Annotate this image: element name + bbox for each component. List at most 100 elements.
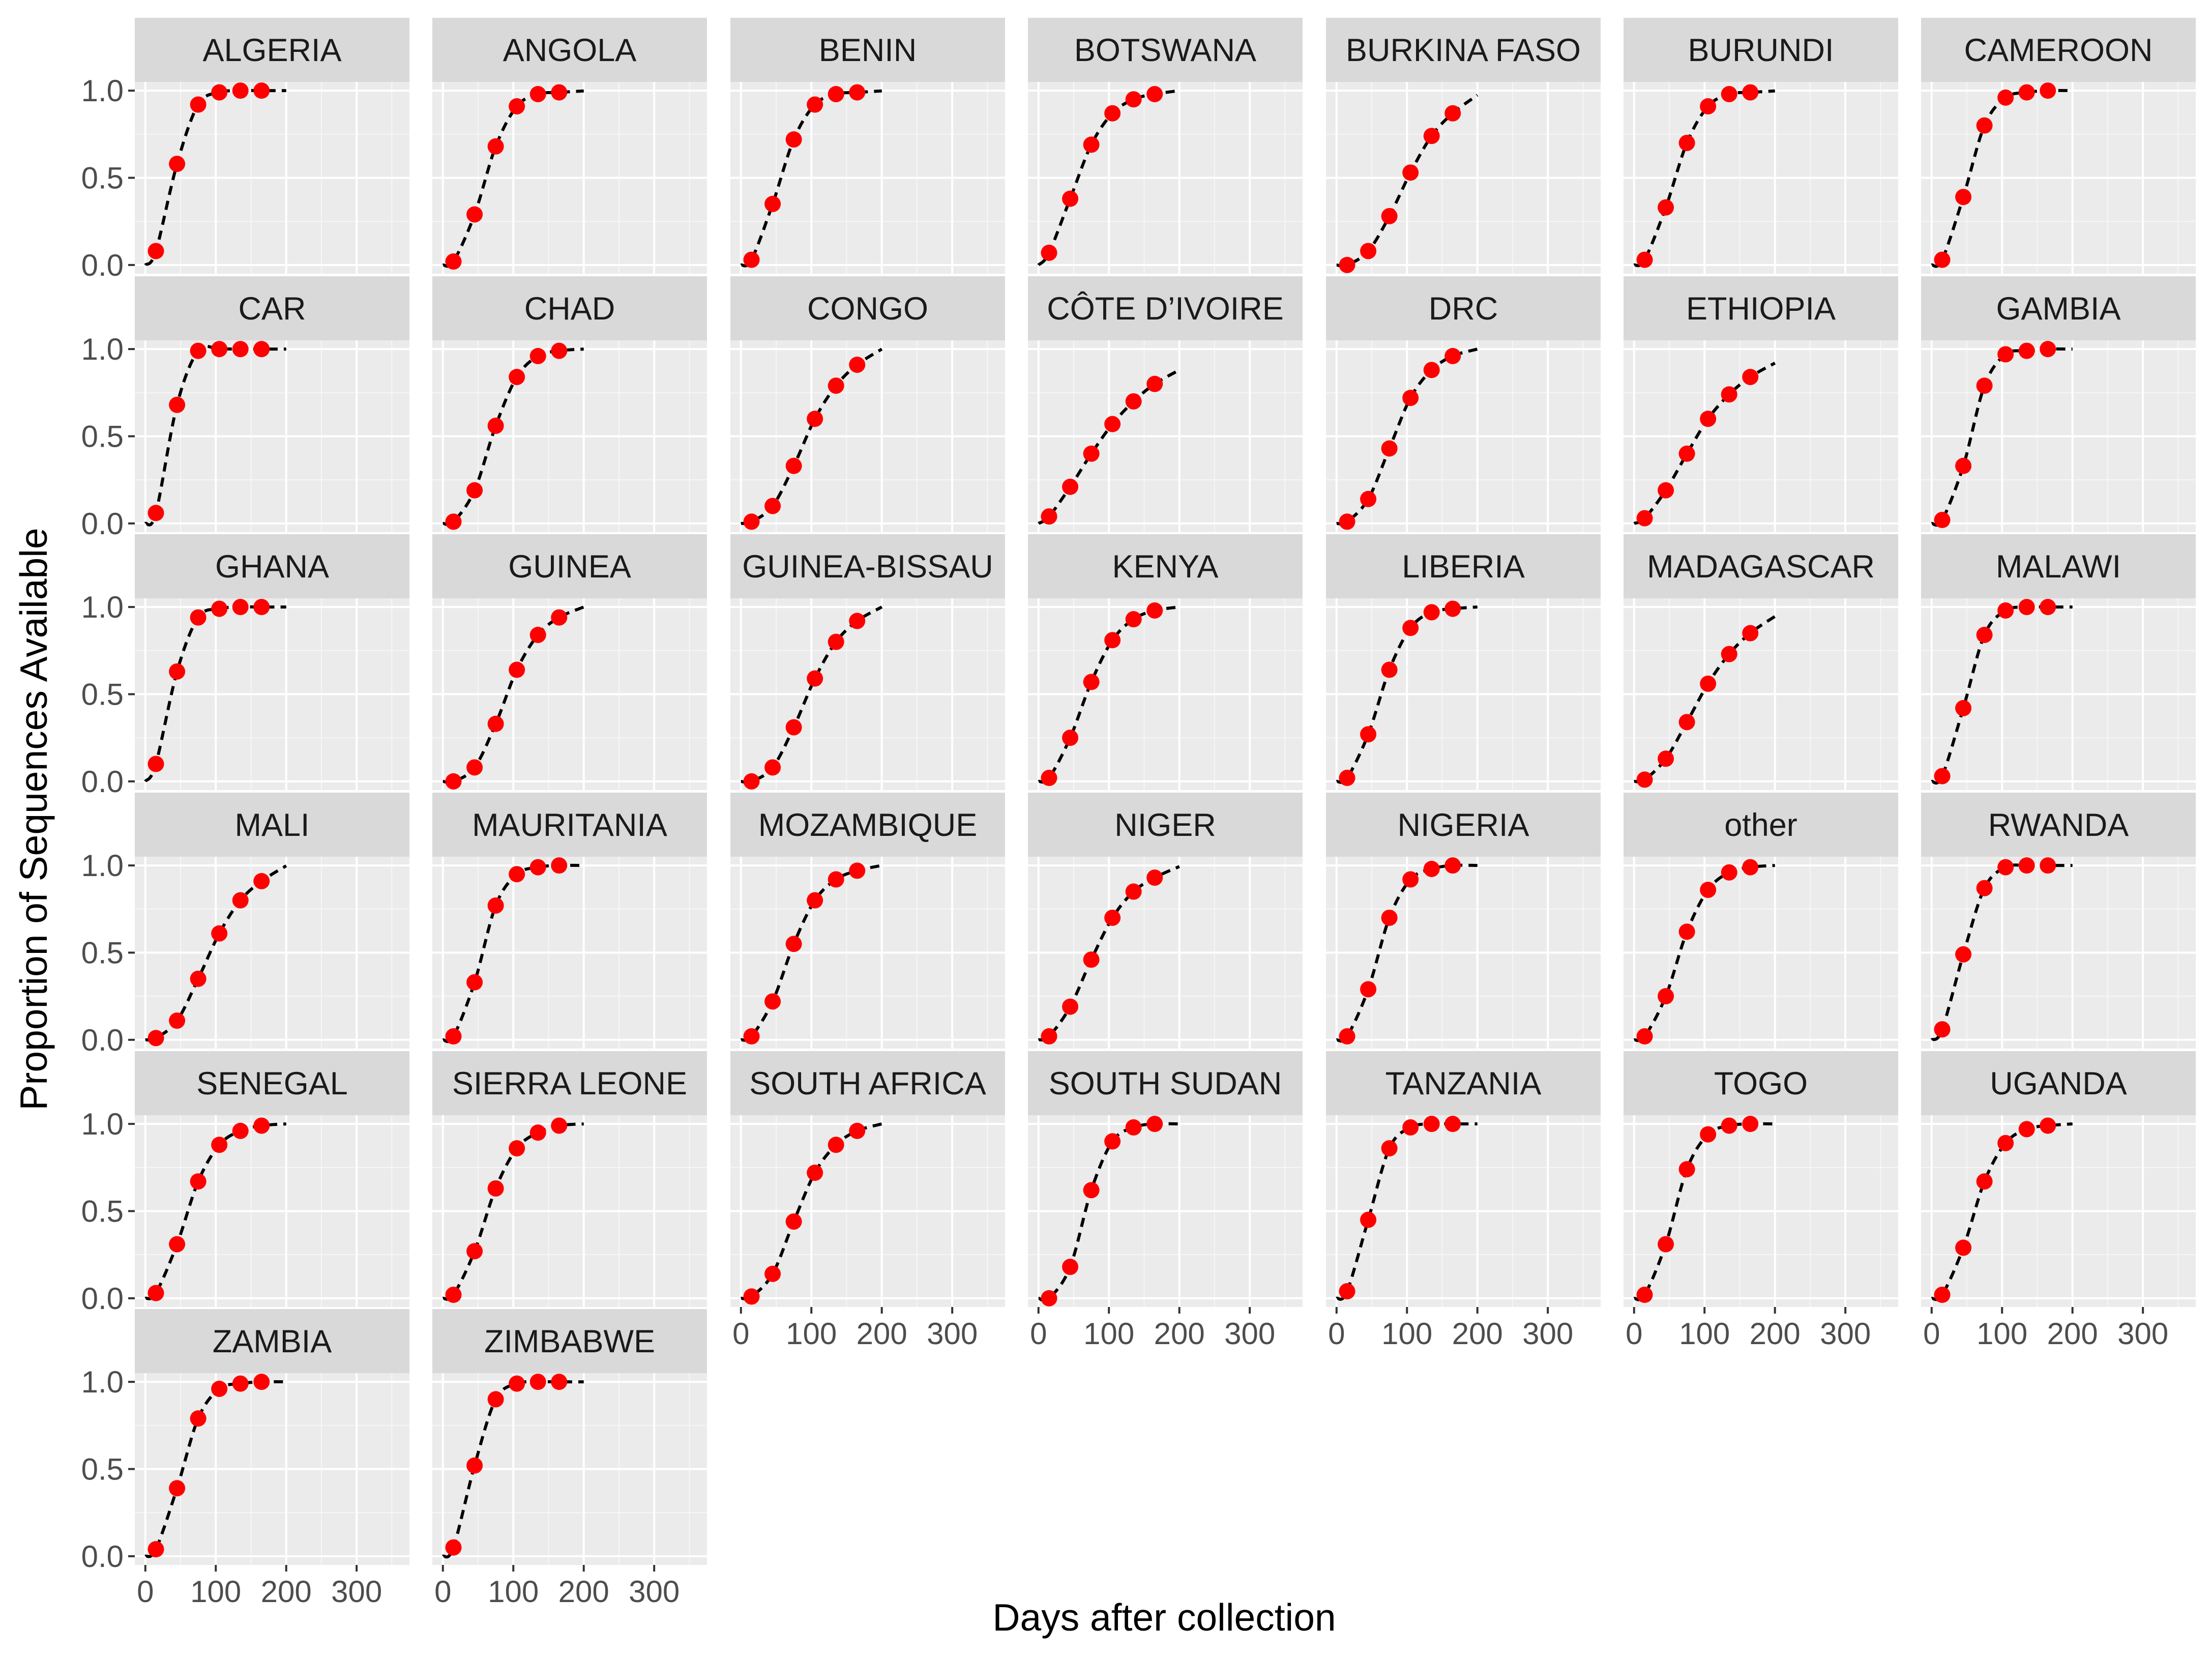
facet-panel: MAURITANIA [432,793,707,1049]
data-point [1146,85,1163,102]
facet-strip-label: ANGOLA [503,33,637,68]
facet-strip [730,793,1005,857]
data-point [466,1457,483,1474]
data-point [1083,951,1100,968]
data-point [445,1287,462,1303]
data-point [487,715,504,732]
facet-panel: BURKINA FASO [1326,18,1601,274]
data-point [1104,1133,1121,1150]
data-point [1678,1161,1695,1178]
data-point [785,936,802,952]
facet-strip-label: MAURITANIA [472,807,667,843]
facet-panel: CÔTE D’IVOIRE [1028,276,1303,532]
facet-strip [1624,793,1898,857]
facet-panel: ZAMBIA 0.0 0.5 1.0 0 100 200 300 [81,1309,409,1609]
data-point [529,859,546,876]
data-point [148,1285,164,1301]
facet-panel: BENIN [730,18,1005,274]
y-tick-label: 1.0 [81,74,124,108]
data-point [551,84,568,101]
data-point [211,600,228,617]
data-point [785,1213,802,1230]
data-point [1381,208,1398,224]
facet-panel: MALAWI [1921,534,2196,790]
data-point [148,1030,164,1047]
data-point [1104,105,1121,122]
data-point [1041,244,1057,261]
data-point [1678,445,1695,462]
x-tick-label: 200 [1750,1317,1801,1351]
data-point [1700,411,1717,427]
facet-panel: BOTSWANA [1028,18,1303,274]
data-point [253,82,270,99]
x-tick-label: 100 [190,1575,241,1609]
facet-panel: CAMEROON [1921,18,2196,274]
x-tick-label: 300 [1224,1317,1275,1351]
data-point [1678,714,1695,731]
data-point [1742,368,1759,385]
facet-panel: RWANDA [1921,793,2196,1049]
y-tick-label: 0.5 [81,936,124,970]
data-point [849,84,866,101]
data-point [1423,362,1440,379]
data-point [466,974,483,991]
data-point [551,342,568,359]
data-point [232,1375,249,1392]
facet-strip [135,1309,409,1373]
facet-strip-label: GHANA [215,549,329,585]
data-point [529,626,546,643]
data-point [445,253,462,270]
data-point [1636,251,1653,268]
data-point [1700,882,1717,898]
data-point [190,1173,207,1190]
data-point [1444,857,1461,874]
data-point [2040,341,2056,358]
data-point [1721,386,1737,403]
data-point [211,84,228,101]
facet-strip [1028,276,1303,340]
facet-panel: MALI 0.0 0.5 1.0 [81,793,409,1057]
facet-panel: ANGOLA [432,18,707,274]
facet-strip-label: CONGO [807,291,928,327]
data-point [1955,1239,1972,1256]
facet-strip [432,18,707,82]
x-tick-label: 200 [261,1575,312,1609]
data-point [190,96,207,113]
data-point [211,1380,228,1397]
facet-strip [1624,18,1898,82]
facet-panel: GUINEA [432,534,707,790]
data-point [1083,445,1100,462]
facet-panel: CAR 0.0 0.5 1.0 [81,276,409,541]
facet-strip [1921,1051,2196,1115]
data-point [743,1288,760,1305]
facet-panel: KENYA [1028,534,1303,790]
data-point [849,356,866,373]
facet-strip-label: BURKINA FASO [1346,33,1581,68]
data-point [764,498,781,514]
y-tick-label: 0.0 [81,248,124,282]
data-point [232,82,249,99]
data-point [1721,864,1737,881]
data-point [551,857,568,874]
facet-panel: ZIMBABWE 0 100 200 300 [432,1309,707,1609]
facet-strip [135,276,409,340]
facet-strip [730,276,1005,340]
data-point [2018,857,2035,874]
data-point [253,873,270,889]
data-point [1402,620,1419,636]
data-point [487,138,504,155]
x-tick-label: 100 [1083,1317,1134,1351]
data-point [253,1374,270,1390]
facet-strip [1921,18,2196,82]
data-point [785,719,802,736]
data-point [849,862,866,879]
facet-strip-label: ZAMBIA [213,1324,332,1359]
facet-strip [1028,18,1303,82]
facet-strip-label: MADAGASCAR [1647,549,1875,585]
facet-strip [1921,534,2196,598]
facet-strip [135,534,409,598]
data-point [211,341,228,358]
facet-panel: UGANDA 0 100 200 300 [1921,1051,2196,1351]
facet-strip [432,793,707,857]
data-point [785,457,802,474]
